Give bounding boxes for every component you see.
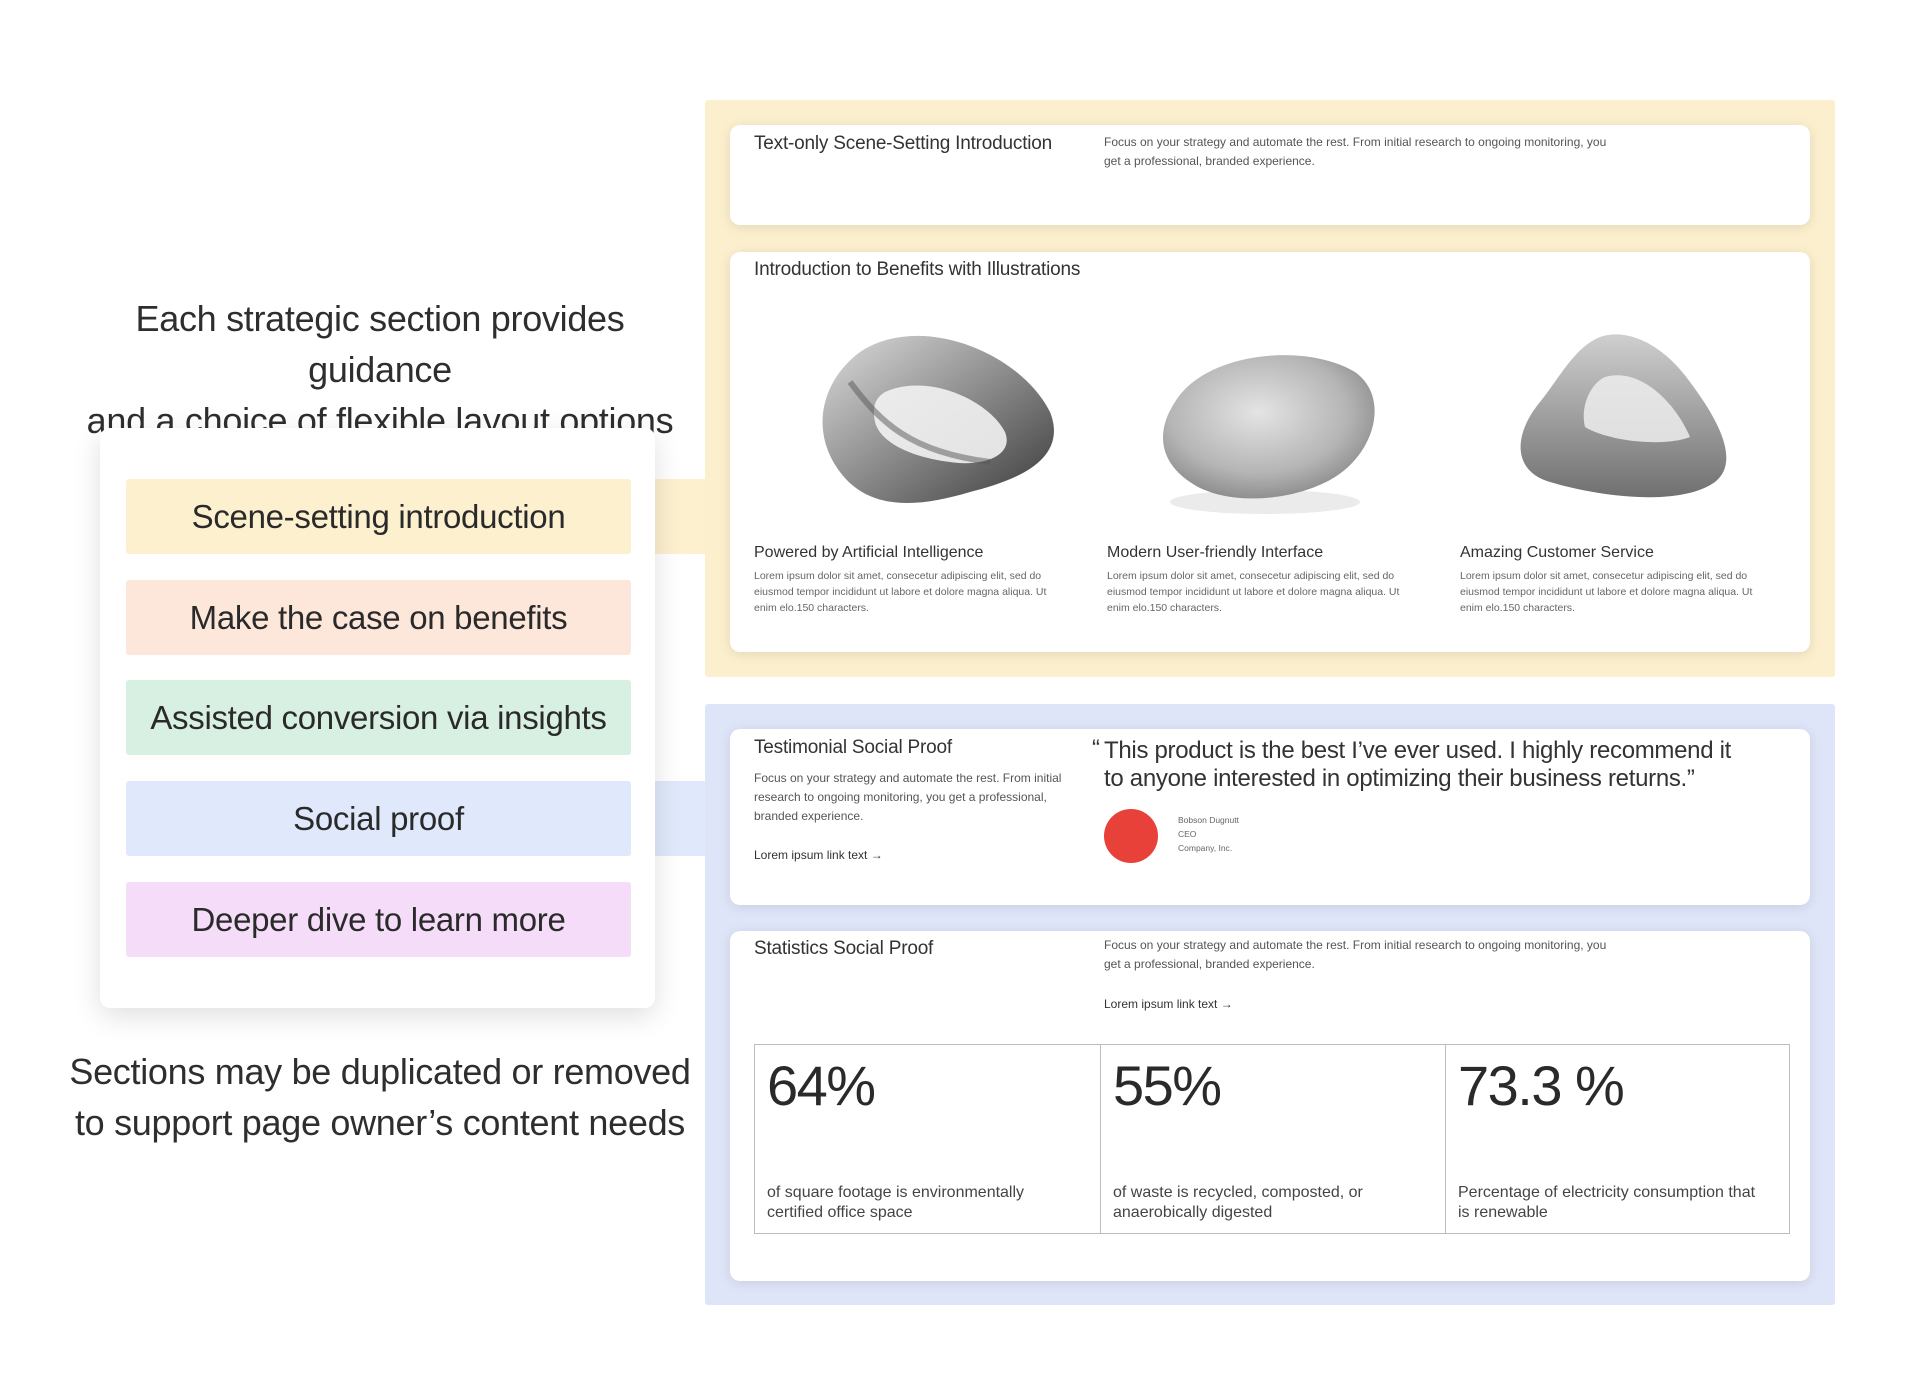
benefit-title-service: Amazing Customer Service xyxy=(1460,544,1654,561)
statistics-card: Statistics Social Proof Focus on your st… xyxy=(730,931,1810,1281)
stat-label: Percentage of electricity consumption th… xyxy=(1458,1184,1756,1221)
stat-label: of waste is recycled, composted, or anae… xyxy=(1113,1184,1363,1221)
soft-shape-illustration xyxy=(1520,334,1727,498)
testimonial-card: Testimonial Social Proof Focus on your s… xyxy=(730,729,1810,905)
duplication-note: Sections may be duplicated or removed to… xyxy=(60,1046,700,1148)
stat-cell: 64% of square footage is environmentally… xyxy=(755,1045,1100,1233)
card-body: Focus on your strategy and automate the … xyxy=(1104,938,1607,971)
benefit-title-ai: Powered by Artificial Intelligence xyxy=(754,544,984,561)
author-name: Bobson Dugnutt xyxy=(1178,815,1239,825)
author-info: Bobson Dugnutt CEO Company, Inc. xyxy=(1178,813,1239,855)
section-social-proof[interactable]: Social proof xyxy=(126,781,631,856)
stat-cell: 55% of waste is recycled, composted, or … xyxy=(1100,1045,1446,1233)
section-label: Scene-setting introduction xyxy=(191,497,566,535)
section-label: Make the case on benefits xyxy=(189,598,568,636)
ribbon-illustration xyxy=(822,335,1054,504)
stat-value: 55% xyxy=(1113,1054,1222,1117)
card-body: Focus on your strategy and automate the … xyxy=(754,771,1062,823)
author-company: Company, Inc. xyxy=(1178,843,1233,853)
section-menu-card: Scene-setting introduction Make the case… xyxy=(100,428,655,1008)
note-line-1: Sections may be duplicated or removed xyxy=(69,1051,691,1092)
social-proof-panel: Testimonial Social Proof Focus on your s… xyxy=(705,704,1835,1305)
section-benefits[interactable]: Make the case on benefits xyxy=(126,580,631,655)
scene-setting-panel: Text-only Scene-Setting Introduction Foc… xyxy=(705,100,1835,677)
card-title: Testimonial Social Proof xyxy=(754,737,952,758)
statistics-link[interactable]: Lorem ipsum link text → xyxy=(1104,997,1233,1011)
section-label: Deeper dive to learn more xyxy=(191,900,566,938)
section-label: Assisted conversion via insights xyxy=(150,698,607,736)
quote-mark: “ xyxy=(1092,735,1100,762)
stats-grid: 64% of square footage is environmentally… xyxy=(754,1044,1790,1234)
section-label: Social proof xyxy=(293,799,464,837)
testimonial-link[interactable]: Lorem ipsum link text → xyxy=(754,848,883,862)
stat-label: of square footage is environmentally cer… xyxy=(767,1184,1025,1221)
card-body: Focus on your strategy and automate the … xyxy=(1104,135,1607,168)
benefit-title-interface: Modern User-friendly Interface xyxy=(1107,544,1324,561)
text-only-intro-card: Text-only Scene-Setting Introduction Foc… xyxy=(730,125,1810,225)
stat-value: 64% xyxy=(767,1054,876,1117)
pebble-illustration xyxy=(1163,355,1375,514)
guidance-text: Each strategic section provides guidance… xyxy=(60,293,700,446)
benefit-body-interface: Lorem ipsum dolor sit amet, consecetur a… xyxy=(1107,570,1400,614)
note-line-2: to support page owner’s content needs xyxy=(74,1102,685,1143)
benefits-card: Introduction to Benefits with Illustrati… xyxy=(730,252,1810,652)
section-scene-setting[interactable]: Scene-setting introduction xyxy=(126,479,631,554)
author-role: CEO xyxy=(1178,829,1197,839)
stat-cell: 73.3 % Percentage of electricity consump… xyxy=(1445,1045,1790,1233)
testimonial-quote: This product is the best I’ve ever used.… xyxy=(1104,737,1732,792)
card-title: Introduction to Benefits with Illustrati… xyxy=(754,259,1081,280)
section-insights[interactable]: Assisted conversion via insights xyxy=(126,680,631,755)
card-title: Text-only Scene-Setting Introduction xyxy=(754,133,1053,154)
guidance-line-1: Each strategic section provides guidance xyxy=(135,298,625,390)
section-deeper-dive[interactable]: Deeper dive to learn more xyxy=(126,882,631,957)
stat-value: 73.3 % xyxy=(1458,1054,1625,1117)
avatar xyxy=(1104,809,1158,863)
benefit-body-ai: Lorem ipsum dolor sit amet, consecetur a… xyxy=(754,570,1047,614)
card-title: Statistics Social Proof xyxy=(754,938,934,959)
benefit-body-service: Lorem ipsum dolor sit amet, consecetur a… xyxy=(1460,570,1753,614)
